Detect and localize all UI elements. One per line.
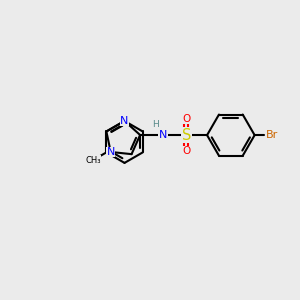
Text: S: S xyxy=(182,128,191,142)
Text: N: N xyxy=(159,130,167,140)
Text: CH₃: CH₃ xyxy=(85,156,101,165)
Text: Br: Br xyxy=(266,130,279,140)
Text: N: N xyxy=(120,116,129,126)
Text: N: N xyxy=(106,147,115,157)
Text: H: H xyxy=(152,120,159,129)
Text: O: O xyxy=(182,114,190,124)
Text: O: O xyxy=(182,146,190,157)
